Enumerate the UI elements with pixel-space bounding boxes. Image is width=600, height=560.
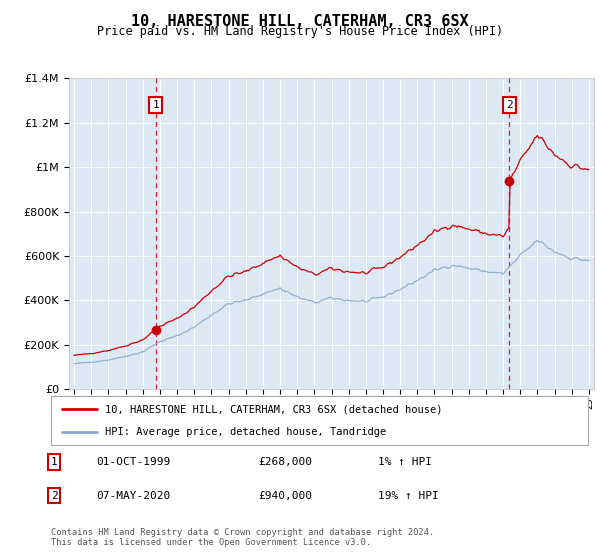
Text: 1: 1 [152,100,159,110]
Text: 07-MAY-2020: 07-MAY-2020 [96,491,170,501]
Text: 1% ↑ HPI: 1% ↑ HPI [378,457,432,467]
Text: 1: 1 [50,457,58,467]
Text: Contains HM Land Registry data © Crown copyright and database right 2024.
This d: Contains HM Land Registry data © Crown c… [51,528,434,547]
Text: Price paid vs. HM Land Registry's House Price Index (HPI): Price paid vs. HM Land Registry's House … [97,25,503,38]
Text: 2: 2 [50,491,58,501]
Text: £268,000: £268,000 [258,457,312,467]
Text: 01-OCT-1999: 01-OCT-1999 [96,457,170,467]
Text: HPI: Average price, detached house, Tandridge: HPI: Average price, detached house, Tand… [105,427,386,437]
Text: 10, HARESTONE HILL, CATERHAM, CR3 6SX (detached house): 10, HARESTONE HILL, CATERHAM, CR3 6SX (d… [105,404,442,414]
Text: 19% ↑ HPI: 19% ↑ HPI [378,491,439,501]
Text: 10, HARESTONE HILL, CATERHAM, CR3 6SX: 10, HARESTONE HILL, CATERHAM, CR3 6SX [131,14,469,29]
Text: 2: 2 [506,100,512,110]
Text: £940,000: £940,000 [258,491,312,501]
